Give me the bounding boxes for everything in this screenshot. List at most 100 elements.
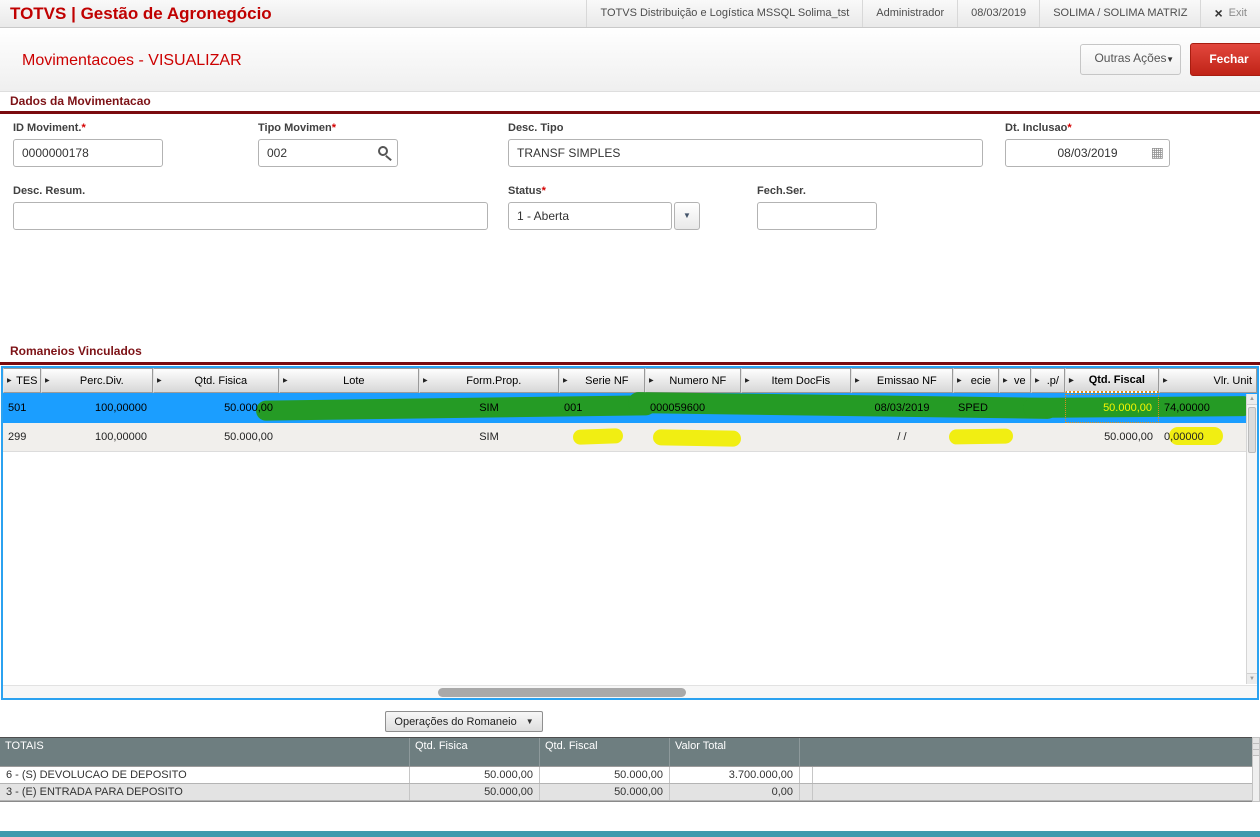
col-header-form-prop[interactable]: ▶ Form.Prop. [419,368,559,393]
sort-arrow-icon: ▶ [745,378,750,384]
cell-emissao-nf: / / [897,431,907,443]
col-header-perc-div[interactable]: ▶ Perc.Div. [41,368,153,393]
cell-item-docfis [741,394,851,423]
dt-inclusao-wrap: ▦ [1005,139,1170,167]
totals-spacer [800,784,813,800]
status-combo: 1 - Aberta ▼ [508,202,700,230]
id-moviment-field[interactable] [13,139,163,167]
cell-form-prop: SIM [479,431,499,443]
close-button[interactable]: Fechar [1190,43,1260,76]
cell-numero-nf [645,423,741,452]
horizontal-scrollbar[interactable] [3,685,1257,698]
desc-resum-field[interactable] [13,202,488,230]
vertical-scrollbar[interactable]: ▲ ▼ [1246,394,1257,684]
section-romaneios: Romaneios Vinculados [10,344,142,358]
section-rule [0,111,1260,114]
totals-scroll-notch [1253,744,1259,750]
romaneios-grid: ▶ TES ▶ Perc.Div. ▶ Qtd. Fisica ▶ Lote ▶ Form… [1,366,1259,700]
grid-header-row: ▶ TES ▶ Perc.Div. ▶ Qtd. Fisica ▶ Lote ▶ Form… [3,368,1257,394]
cell-vlr-unit: 74,00000 [1164,402,1210,414]
cell-qtd-fisica: 50.000,00 [224,402,273,414]
totals-vertical-scrollbar[interactable] [1252,737,1260,802]
col-header-qtd-fiscal[interactable]: ▶ Qtd. Fiscal [1065,368,1159,393]
status-label: Status* [508,185,546,197]
status-dropdown-button[interactable]: ▼ [674,202,700,230]
cell-qtd-fiscal-focused: 50.000,00 [1065,394,1159,423]
section-rule-2 [0,362,1260,365]
col-header-lote[interactable]: ▶ Lote [279,368,419,393]
calendar-icon[interactable]: ▦ [1150,144,1164,160]
sort-arrow-icon: ▶ [957,378,962,384]
chevron-down-icon: ▼ [525,717,534,726]
horizontal-scroll-thumb[interactable] [438,688,686,697]
cell-ve [999,423,1031,452]
vertical-scroll-thumb[interactable] [1248,407,1256,453]
totals-header-row: TOTAIS Qtd. Fisica Qtd. Fiscal Valor Tot… [0,737,1252,767]
tipo-movimen-field[interactable] [258,139,398,167]
col-header-p[interactable]: ▶ .p/ [1031,368,1065,393]
col-header-emissao-nf[interactable]: ▶ Emissao NF [851,368,953,393]
exit-button[interactable]: × Exit [1200,0,1260,27]
search-icon[interactable] [378,146,388,156]
totals-qtd-fisica: 50.000,00 [410,767,540,783]
sort-arrow-icon: ▶ [45,378,50,384]
col-header-ve[interactable]: ▶ ve [999,368,1031,393]
bottom-panel-edge [0,831,1260,837]
title-bar: Movimentacoes - VISUALIZAR Outras Ações … [0,28,1260,92]
table-row[interactable]: 501 100,00000 50.000,00 SIM 001 00005960… [3,391,1257,423]
status-value[interactable]: 1 - Aberta [508,202,672,230]
totals-header-qtd-fiscal: Qtd. Fiscal [540,738,670,766]
cell-tes: 501 [8,402,27,414]
sort-arrow-icon: ▶ [423,378,428,384]
section-movement-data: Dados da Movimentacao [10,94,151,108]
company-label: SOLIMA / SOLIMA MATRIZ [1039,0,1200,27]
col-header-especie[interactable]: ▶ ecie [953,368,999,393]
fech-ser-label: Fech.Ser. [757,185,806,197]
tipo-movimen-label: Tipo Movimen* [258,122,337,134]
cell-especie: SPED [958,402,988,414]
cell-item-docfis [741,423,851,452]
desc-resum-label: Desc. Resum. [13,185,86,197]
totals-qtd-fiscal: 50.000,00 [540,767,670,783]
totals-scroll-notch [1253,750,1259,756]
page-title: Movimentacoes - VISUALIZAR [22,52,242,69]
cell-form-prop: SIM [479,402,499,414]
totals-spacer [800,767,813,783]
environment-label: TOTVS Distribuição e Logística MSSQL Sol… [586,0,862,27]
romaneio-operations-button[interactable]: Operações do Romaneio ▼ [385,711,543,732]
col-header-qtd-fisica[interactable]: ▶ Qtd. Fisica [153,368,279,393]
close-x-icon: × [1214,5,1223,21]
cell-perc-div: 100,00000 [95,431,147,443]
scroll-up-icon[interactable]: ▲ [1247,394,1257,405]
totals-valor-total: 0,00 [670,784,800,800]
cell-lote [279,394,419,423]
table-row[interactable]: 299 100,00000 50.000,00 SIM / / 50.000,0… [3,423,1257,452]
other-actions-button[interactable]: Outras Ações ▼ [1080,44,1181,75]
cell-perc-div: 100,00000 [95,402,147,414]
cell-tes: 299 [8,431,27,443]
col-header-serie-nf[interactable]: ▶ Serie NF [559,368,645,393]
totals-grid: TOTAIS Qtd. Fisica Qtd. Fiscal Valor Tot… [0,737,1252,802]
cell-ve [999,394,1031,423]
desc-tipo-field[interactable] [508,139,983,167]
col-header-numero-nf[interactable]: ▶ Numero NF [645,368,741,393]
app-bar-info: TOTVS Distribuição e Logística MSSQL Sol… [586,0,1260,27]
scroll-down-icon[interactable]: ▼ [1247,673,1257,684]
totals-scroll-notch [1253,738,1259,744]
sort-arrow-icon: ▶ [563,378,568,384]
sort-arrow-icon: ▶ [283,378,288,384]
chevron-down-icon: ▼ [1166,55,1174,64]
dt-inclusao-field[interactable] [1005,139,1170,167]
fech-ser-field[interactable] [757,202,877,230]
id-moviment-label: ID Moviment.* [13,122,86,134]
sort-arrow-icon: ▶ [157,378,162,384]
col-header-tes[interactable]: ▶ TES [3,368,41,393]
col-header-vlr-unit[interactable]: ▶ Vlr. Unit [1159,368,1257,393]
totals-row: 3 - (E) ENTRADA PARA DEPOSITO 50.000,00 … [0,784,1252,801]
totals-row-label: 6 - (S) DEVOLUCAO DE DEPOSITO [0,767,410,783]
marker-yellow [1169,427,1223,445]
date-label: 08/03/2019 [957,0,1039,27]
col-header-item-docfis[interactable]: ▶ Item DocFis [741,368,851,393]
cell-p [1031,423,1065,452]
totals-valor-total: 3.700.000,00 [670,767,800,783]
